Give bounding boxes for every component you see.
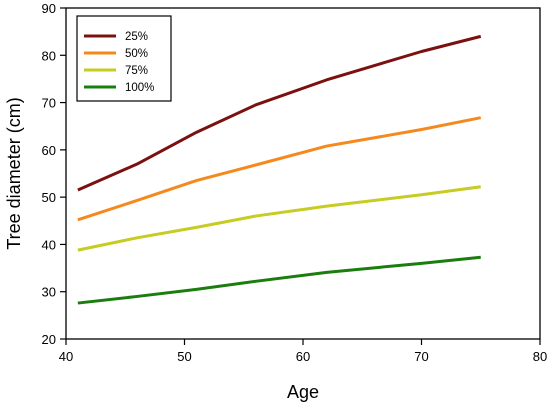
legend-label: 25%	[125, 31, 148, 43]
y-tick-label: 70	[42, 96, 56, 111]
legend-label: 50%	[125, 48, 148, 60]
x-axis-title: Age	[287, 382, 319, 402]
legend-label: 75%	[125, 65, 148, 77]
y-tick-label: 60	[42, 143, 56, 158]
legend: 25% 50% 75% 100%	[76, 15, 172, 102]
y-tick-label: 90	[42, 1, 56, 16]
y-tick-label: 20	[42, 332, 56, 347]
x-tick-label: 80	[533, 349, 547, 364]
y-tick-label: 40	[42, 237, 56, 252]
series-layer	[77, 34, 482, 305]
y-axis-title: Tree diameter (cm)	[4, 97, 24, 249]
y-tick-label: 30	[42, 285, 56, 300]
series-line-50pct	[77, 116, 482, 222]
x-tick-label: 50	[177, 349, 191, 364]
legend-label: 100%	[125, 82, 154, 94]
y-tick-label: 80	[42, 48, 56, 63]
series-line-75pct	[77, 185, 481, 252]
series-line-25pct	[77, 34, 482, 192]
series-line-100pct	[77, 255, 481, 305]
ticks-layer: 40 50 60 70 80 20 30 40 50 60 70 80 90	[42, 1, 548, 364]
x-tick-label: 40	[59, 349, 73, 364]
x-tick-label: 60	[296, 349, 310, 364]
x-tick-label: 70	[414, 349, 428, 364]
y-tick-label: 50	[42, 190, 56, 205]
